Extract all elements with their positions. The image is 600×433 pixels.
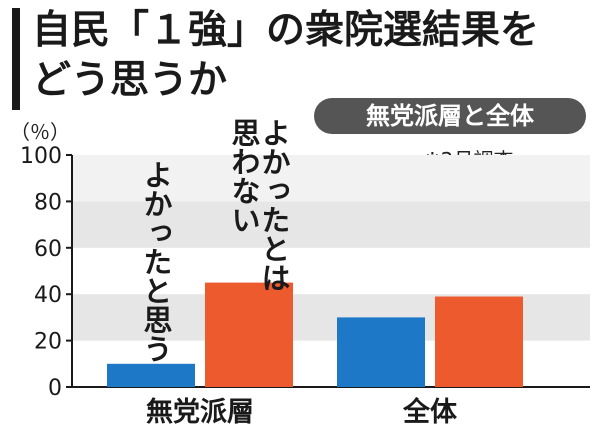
bar-agree-0 (107, 363, 195, 387)
series-label-agree: よかったと思う (139, 160, 173, 363)
y-tick-label: 100 (20, 144, 62, 169)
series-label-disagree-line-1: よかったとは (257, 118, 291, 292)
y-tick-label: 20 (34, 330, 62, 355)
x-category-label: 全体 (402, 396, 458, 428)
grid-band-top (72, 155, 590, 202)
grid-band (72, 201, 590, 248)
y-tick-label: 0 (48, 376, 62, 401)
y-axis-unit: （％） (10, 120, 70, 144)
title-accent-bar (12, 8, 20, 110)
series-label-disagree-line-2: 思わない (227, 118, 261, 234)
subset-badge: 無党派層と全体 (314, 98, 586, 134)
chart-title: 自民「１強」の衆院選結果を どう思うか (32, 6, 592, 106)
title-line-1: 自民「１強」の衆院選結果を (32, 8, 540, 53)
y-tick-label: 40 (34, 283, 62, 308)
bar-agree-1 (337, 317, 425, 387)
y-tick-label: 80 (34, 190, 62, 215)
bar-disagree-0 (205, 282, 293, 387)
y-tick-label: 60 (34, 237, 62, 262)
title-line-2: どう思うか (32, 58, 228, 103)
bar-disagree-1 (435, 296, 523, 387)
x-category-label: 無党派層 (146, 397, 254, 428)
